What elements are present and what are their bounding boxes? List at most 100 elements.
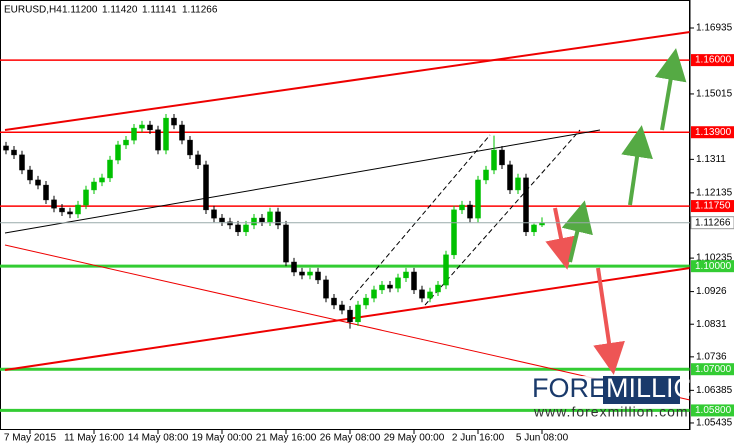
x-tick-label: 21 May 16:00 — [256, 433, 317, 444]
candle-body — [155, 129, 161, 151]
x-tick-label: 19 May 00:00 — [192, 433, 253, 444]
arrow — [561, 200, 593, 263]
y-tick-label: 1.05435 — [696, 418, 733, 429]
arrow — [654, 48, 687, 131]
candle-body — [307, 271, 313, 276]
header-value: 1.11420 — [102, 5, 138, 16]
x-tick-label: 26 May 08:00 — [320, 433, 381, 444]
trend-line — [4, 129, 601, 234]
arrow — [621, 125, 653, 206]
candle-body — [507, 164, 513, 191]
candle-body — [203, 164, 209, 211]
candle-body — [115, 144, 121, 161]
level-label: 1.16000 — [695, 55, 732, 66]
candle-body — [387, 284, 393, 289]
candle-body — [331, 297, 337, 306]
candle-body — [43, 184, 49, 201]
candle-body — [427, 291, 433, 299]
last-price-box — [690, 216, 734, 230]
candle-body — [259, 217, 265, 223]
y-tick-label: 1.0736 — [696, 351, 727, 362]
candle-body — [3, 145, 9, 151]
candle-body — [179, 124, 185, 141]
arrows — [545, 48, 687, 375]
candle-body — [163, 117, 169, 151]
level-box — [691, 260, 734, 273]
candle-body — [267, 211, 273, 223]
last-price-label: 1.11266 — [695, 217, 731, 228]
candle-body — [11, 149, 17, 156]
candle-body — [195, 154, 201, 166]
arrow — [593, 267, 625, 375]
y-tick-label: 1.10235 — [696, 253, 733, 264]
channel-line — [424, 129, 581, 306]
candle-body — [363, 297, 369, 306]
watermark-box — [603, 376, 680, 404]
y-tick-label: 1.0926 — [696, 286, 727, 297]
candle-body — [491, 149, 497, 171]
header-value: 1.11266 — [182, 5, 218, 16]
candle-body — [227, 221, 233, 226]
y-tick-label: 1.1311 — [696, 154, 726, 165]
level-box — [691, 54, 734, 67]
candle-body — [131, 127, 137, 141]
candle-body — [467, 204, 473, 219]
candle-body — [435, 284, 441, 293]
level-label: 1.05800 — [695, 405, 732, 416]
candle-body — [451, 209, 457, 256]
candle-body — [251, 217, 257, 226]
watermark-url: www.forexmillion.com — [533, 404, 689, 420]
candle-body — [523, 177, 529, 233]
level-label: 1.07000 — [695, 364, 732, 375]
candle-body — [211, 209, 217, 219]
candle-body — [459, 204, 465, 211]
header-value: 1.11141 — [142, 5, 177, 16]
watermark-brand: MILLION — [606, 373, 714, 403]
candle-body — [75, 204, 81, 215]
y-tick-label: 1.16935 — [696, 23, 733, 34]
x-tick-label: 14 May 08:00 — [128, 433, 189, 444]
candle-body — [371, 289, 377, 299]
y-tick-label: 1.12135 — [696, 187, 733, 198]
y-tick-label: 1.15015 — [696, 89, 733, 100]
plot-frame — [0, 0, 690, 430]
candle-body — [355, 304, 361, 323]
level-label: 1.13900 — [695, 127, 732, 138]
candle-body — [123, 139, 129, 146]
candle-body — [187, 139, 193, 156]
level-box — [691, 200, 734, 213]
level-label: 1.11750 — [695, 201, 731, 212]
candle-body — [91, 181, 97, 191]
candle-body — [411, 271, 417, 291]
trend-line — [4, 31, 691, 131]
x-tick-label: 7 May 2015 — [4, 433, 57, 444]
candle-body — [403, 271, 409, 279]
candle-body — [83, 189, 89, 206]
candle-body — [235, 224, 241, 233]
candle-body — [51, 199, 57, 209]
candle-body — [499, 149, 505, 166]
trend-line — [4, 244, 691, 401]
candle-body — [171, 117, 177, 126]
candle-body — [531, 224, 537, 233]
level-box — [691, 363, 734, 376]
trend-lines — [4, 31, 691, 401]
candle-body — [347, 309, 353, 323]
candle-body — [275, 211, 281, 226]
candle-body — [243, 224, 249, 233]
candle-body — [67, 211, 73, 215]
candles — [3, 114, 545, 329]
candle-body — [27, 169, 33, 181]
candle-body — [19, 154, 25, 171]
watermark: FOREX MILLION www.forexmillion.com — [530, 373, 714, 420]
candle-body — [323, 279, 329, 299]
level-label: 1.10000 — [695, 261, 732, 272]
level-box — [691, 404, 734, 417]
candle-body — [139, 124, 145, 129]
candle-body — [147, 124, 153, 131]
x-tick-label: 5 Jun 08:00 — [516, 433, 569, 444]
candle-body — [315, 271, 321, 281]
symbol-label: EURUSD,H4 — [4, 5, 62, 16]
candle-body — [515, 177, 521, 191]
